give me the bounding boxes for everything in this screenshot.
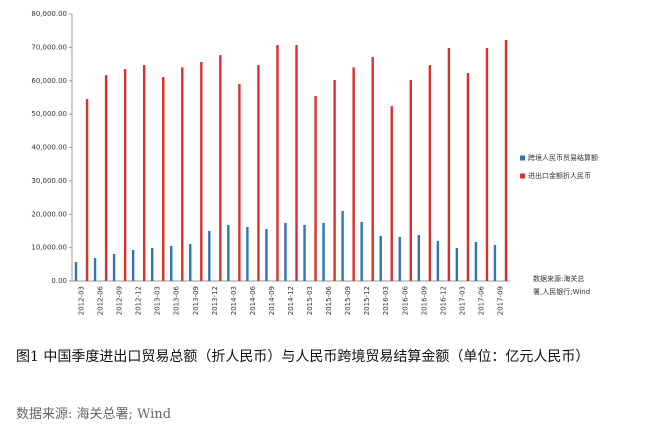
bar — [447, 48, 451, 282]
x-tick-label: 2016-06 — [401, 285, 409, 315]
source-note: 数据来源:海关总 — [533, 274, 584, 283]
x-tick-label: 2014-09 — [268, 286, 276, 315]
chart: 0.00 10,000.00 20,000.00 30,000.00 40,000.00… — [31, 10, 598, 315]
caption-source: 数据来源: 海关总署; Wind — [16, 407, 172, 422]
bar — [112, 253, 116, 281]
bar — [200, 62, 203, 282]
bar — [227, 224, 230, 281]
bar — [295, 45, 298, 281]
bar — [131, 249, 135, 281]
bar — [303, 224, 306, 281]
bar — [466, 73, 470, 281]
legend-label: 进出口金额折人民币 — [528, 171, 591, 180]
y-tick-label: 0.00 — [51, 277, 67, 285]
bar — [104, 75, 108, 281]
x-tick-label: 2013-06 — [173, 285, 181, 315]
y-tick-label: 20,000.00 — [31, 210, 67, 218]
bar — [181, 67, 184, 282]
y-tick-label: 60,000.00 — [31, 77, 67, 85]
x-tick-label: 2013-09 — [192, 286, 200, 315]
bar — [246, 226, 249, 281]
x-tick-label: 2017-03 — [458, 286, 466, 315]
bar — [409, 80, 412, 282]
x-tick-label: 2012-09 — [116, 286, 124, 315]
x-tick-label: 2015-12 — [363, 286, 371, 315]
x-tick-label: 2016-09 — [420, 286, 428, 315]
bar — [189, 243, 192, 281]
bar — [208, 230, 211, 281]
x-tick-label: 2015-09 — [344, 286, 352, 315]
x-tick-label: 2014-03 — [230, 286, 238, 315]
bar — [398, 236, 401, 281]
bar — [341, 210, 344, 281]
y-tick-label: 10,000.00 — [31, 244, 67, 252]
bar — [455, 247, 459, 281]
x-tick-label: 2013-03 — [154, 286, 162, 315]
bar — [85, 99, 89, 281]
bar — [428, 65, 432, 281]
source-note: 署,人民银行;Wind — [533, 287, 590, 296]
bar — [379, 235, 382, 281]
y-tick-label: 80,000.00 — [31, 10, 67, 18]
x-tick-label: 2012-12 — [135, 286, 143, 315]
bar — [485, 48, 489, 282]
bar — [142, 65, 146, 281]
bar — [74, 261, 78, 281]
bar — [238, 84, 241, 282]
legend-label: 跨境人民币贸易结算额 — [528, 153, 598, 162]
bar — [123, 69, 127, 281]
bar — [93, 257, 97, 281]
legend-swatch — [520, 173, 525, 179]
bar — [314, 96, 317, 281]
bar — [417, 234, 420, 281]
bar — [493, 244, 497, 281]
caption-title: 图1 中国季度进出口贸易总额（折人民币）与人民币跨境贸易结算金额（单位：亿元人民… — [16, 349, 590, 365]
x-tick-label: 2017-09 — [496, 286, 504, 315]
legend-swatch — [520, 155, 525, 161]
bar — [170, 245, 173, 281]
x-tick-label: 2015-06 — [325, 285, 333, 315]
bar — [504, 40, 508, 281]
x-tick-label: 2013-12 — [211, 286, 219, 315]
y-tick-label: 50,000.00 — [31, 110, 67, 118]
bar — [333, 80, 336, 282]
bar — [276, 45, 279, 281]
y-tick-label: 70,000.00 — [31, 43, 67, 51]
bar — [360, 221, 363, 281]
bar — [219, 55, 222, 281]
y-tick-label: 40,000.00 — [31, 144, 67, 152]
bar — [371, 57, 374, 282]
x-tick-label: 2017-06 — [477, 285, 485, 315]
bar — [390, 106, 393, 282]
x-tick-label: 2014-06 — [249, 285, 257, 315]
x-tick-label: 2016-12 — [439, 286, 447, 315]
y-tick-label: 30,000.00 — [31, 177, 67, 185]
x-tick-label: 2014-12 — [287, 286, 295, 315]
bar — [284, 222, 287, 281]
bar — [474, 241, 478, 281]
x-tick-label: 2016-03 — [382, 286, 390, 315]
bar — [265, 228, 268, 281]
bar — [352, 67, 355, 282]
bar — [150, 247, 154, 281]
bar — [257, 65, 260, 281]
bar — [162, 77, 165, 281]
x-tick-label: 2015-03 — [306, 286, 314, 315]
bar — [436, 240, 440, 281]
bar — [322, 222, 325, 281]
x-tick-label: 2012-06 — [97, 285, 105, 315]
x-tick-label: 2012-03 — [78, 286, 86, 315]
